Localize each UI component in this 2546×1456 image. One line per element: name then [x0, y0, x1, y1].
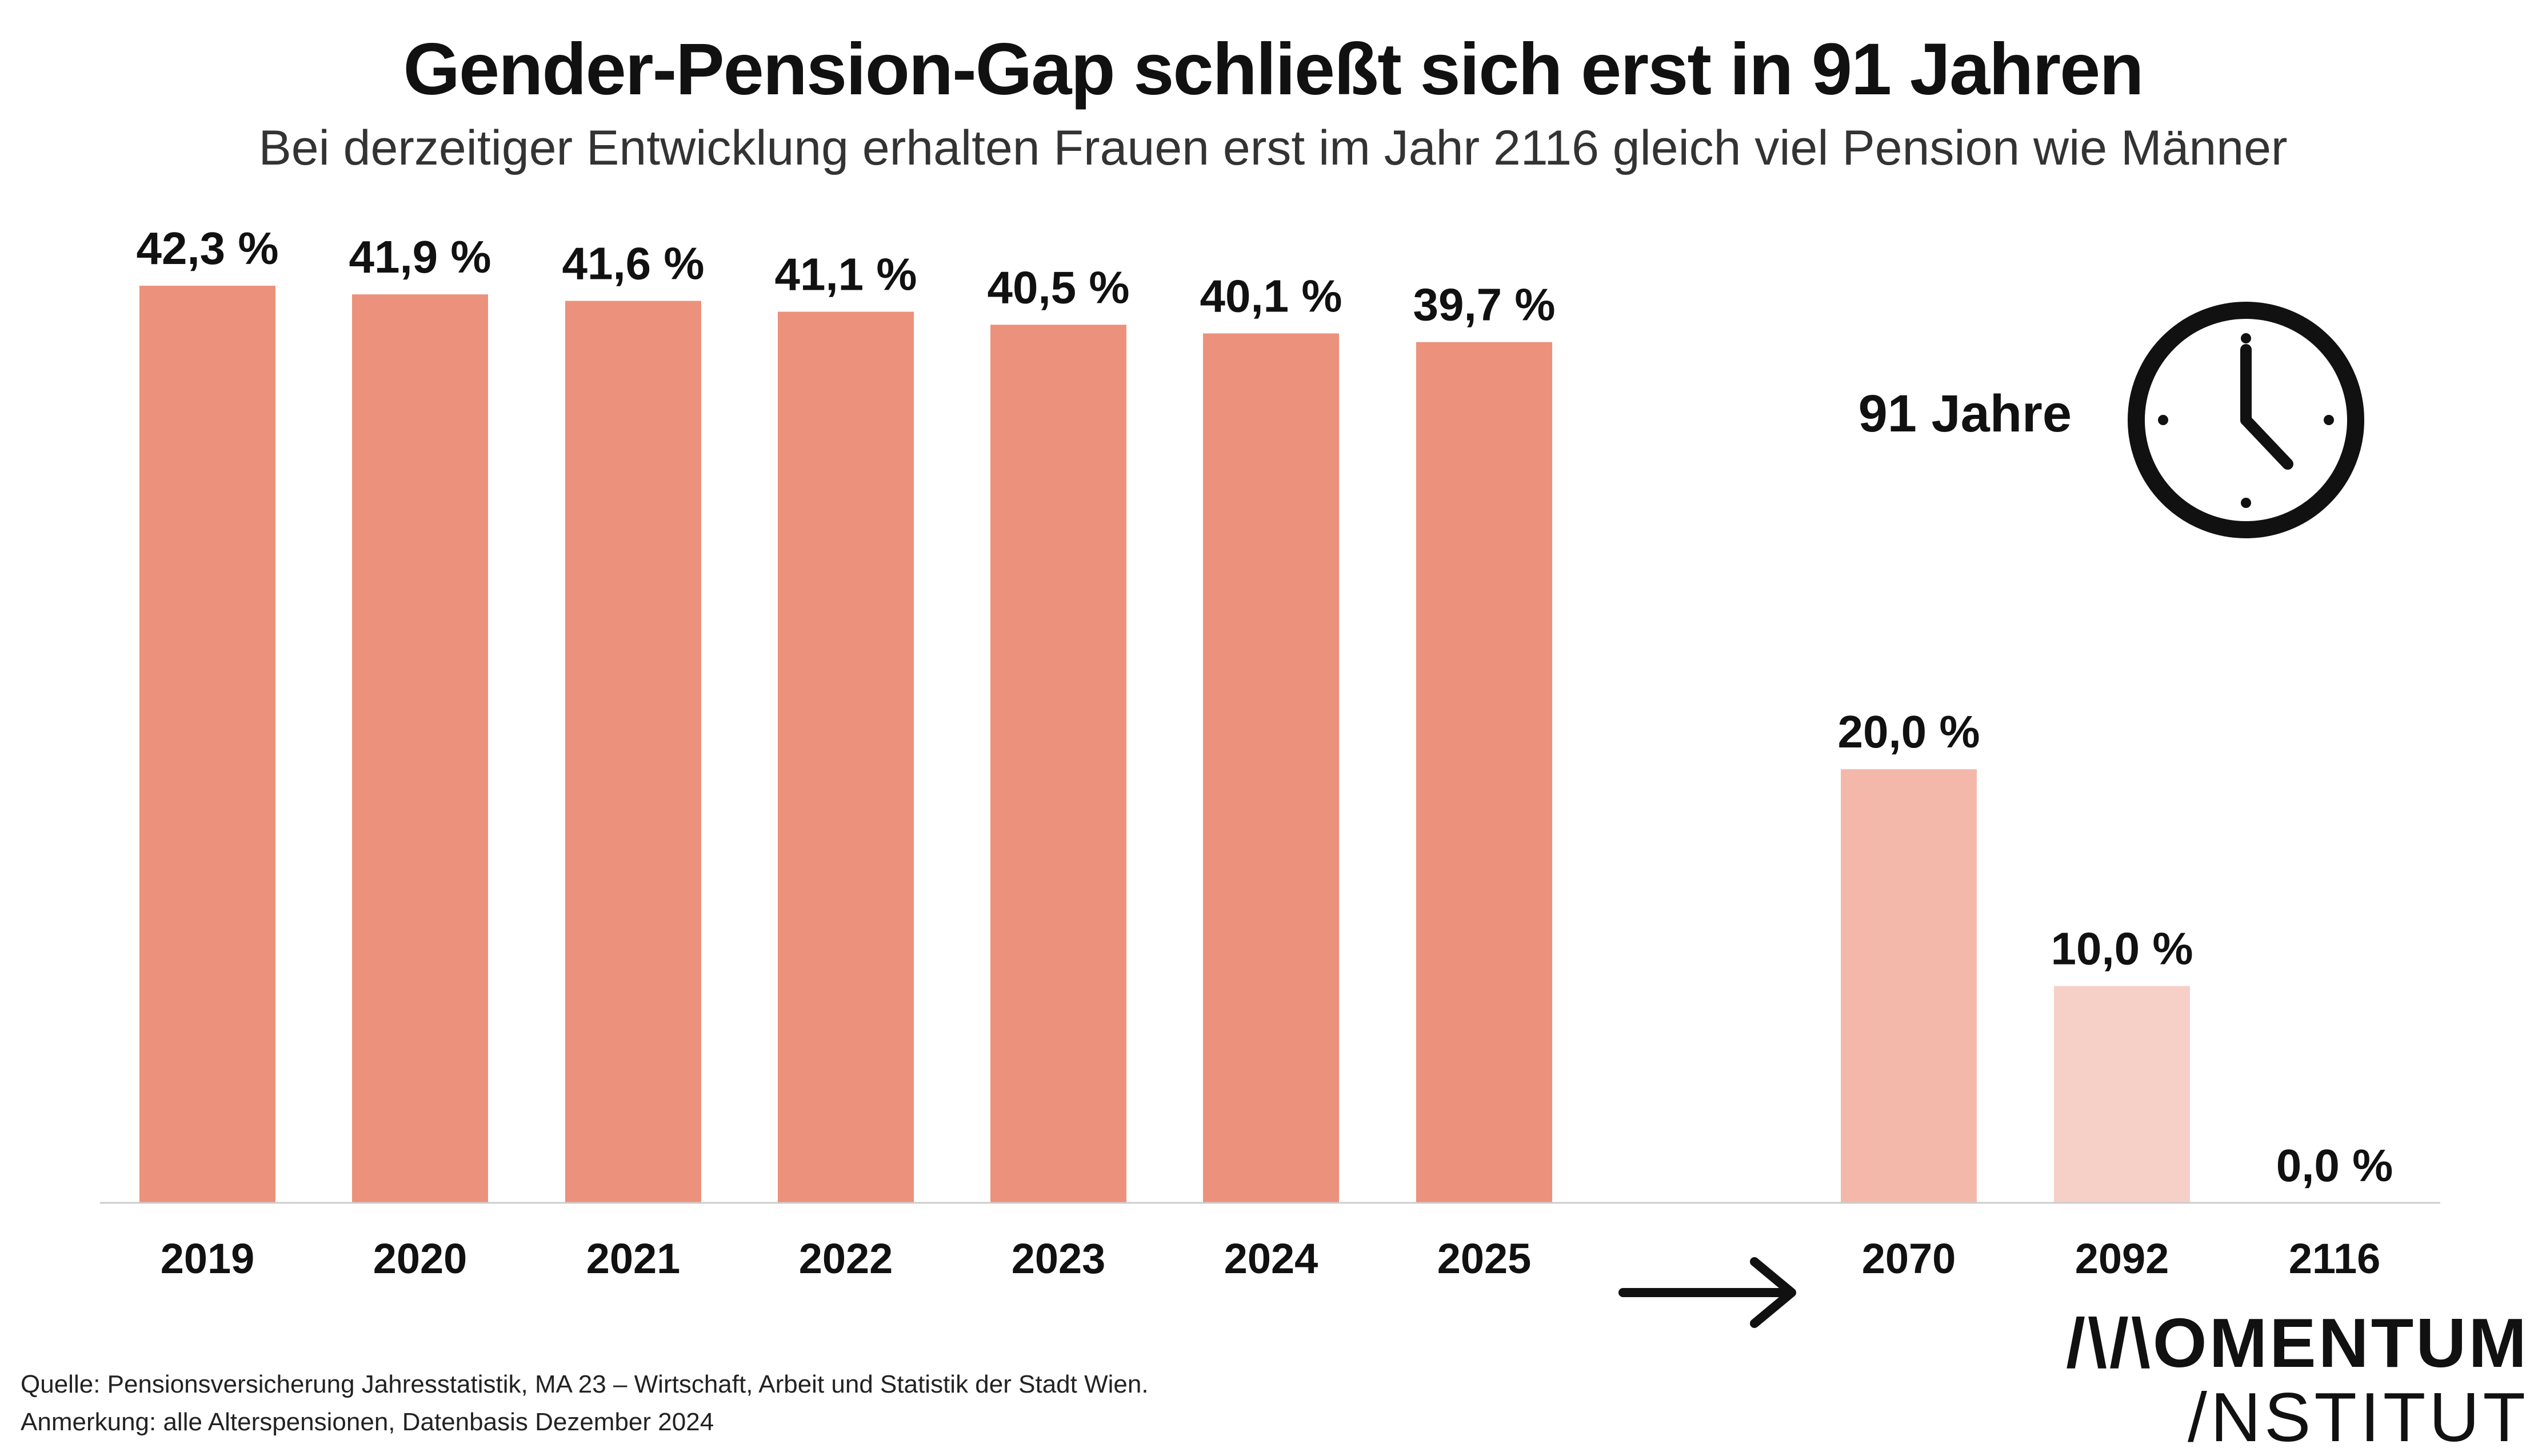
- source-text: Quelle: Pensionsversicherung Jahresstati…: [21, 1370, 1149, 1398]
- bar-2023: [990, 325, 1126, 1203]
- bar-2024: [1203, 333, 1339, 1203]
- duration-annotation: 91 Jahre: [1858, 385, 2072, 443]
- x-tick-2025: 2025: [1437, 1235, 1532, 1282]
- logo-line-2: /NSTITUT: [2188, 1378, 2529, 1456]
- remark-text: Anmerkung: alle Alterspensionen, Datenba…: [21, 1408, 714, 1436]
- chart-title: Gender-Pension-Gap schließt sich erst in…: [403, 29, 2144, 110]
- bar-2025: [1416, 342, 1552, 1203]
- bar-2020: [352, 294, 488, 1203]
- x-tick-2116: 2116: [2289, 1235, 2381, 1282]
- source-note: Quelle: Pensionsversicherung Jahresstati…: [21, 1366, 1149, 1441]
- value-label-2021: 41,6 %: [562, 238, 704, 289]
- bar-2092: [2054, 986, 2190, 1203]
- value-label-2023: 40,5 %: [987, 262, 1129, 313]
- chart-subtitle: Bei derzeitiger Entwicklung erhalten Fra…: [258, 121, 2288, 175]
- x-tick-2021: 2021: [586, 1235, 681, 1282]
- bars-group: [139, 286, 2190, 1203]
- x-tick-2019: 2019: [161, 1235, 255, 1282]
- bar-2022: [778, 311, 914, 1203]
- bar-2021: [565, 301, 701, 1203]
- x-tick-2020: 2020: [373, 1235, 467, 1282]
- value-label-2116: 0,0 %: [2276, 1140, 2393, 1191]
- value-label-2020: 41,9 %: [349, 231, 491, 282]
- logo-line-1: /\/\OMENTUM: [2066, 1304, 2529, 1382]
- value-label-2019: 42,3 %: [136, 223, 278, 274]
- value-label-2092: 10,0 %: [2051, 923, 2193, 974]
- value-label-2025: 39,7 %: [1413, 279, 1555, 330]
- bar-2070: [1841, 769, 1977, 1203]
- arrow-right-icon: [1618, 1257, 1796, 1328]
- clock-icon: [2128, 302, 2364, 538]
- x-tick-2022: 2022: [799, 1235, 893, 1282]
- x-tick-2070: 2070: [1862, 1235, 1956, 1282]
- value-label-2070: 20,0 %: [1837, 706, 1980, 757]
- value-label-2024: 40,1 %: [1200, 270, 1342, 321]
- momentum-logo: /\/\OMENTUM /NSTITUT: [2066, 1306, 2529, 1454]
- bar-2019: [139, 286, 275, 1203]
- x-tick-labels-group: 2019 2020 2021 2022 2023 2024 2025 2070 2092 2116: [161, 1235, 2381, 1282]
- value-label-2022: 41,1 %: [774, 249, 917, 300]
- value-labels-group: 42,3 % 41,9 % 41,6 % 41,1 % 40,5 % 40,1 % 39,7…: [136, 223, 2393, 1191]
- x-tick-2023: 2023: [1012, 1235, 1106, 1282]
- x-tick-2024: 2024: [1224, 1235, 1318, 1282]
- x-tick-2092: 2092: [2075, 1235, 2169, 1282]
